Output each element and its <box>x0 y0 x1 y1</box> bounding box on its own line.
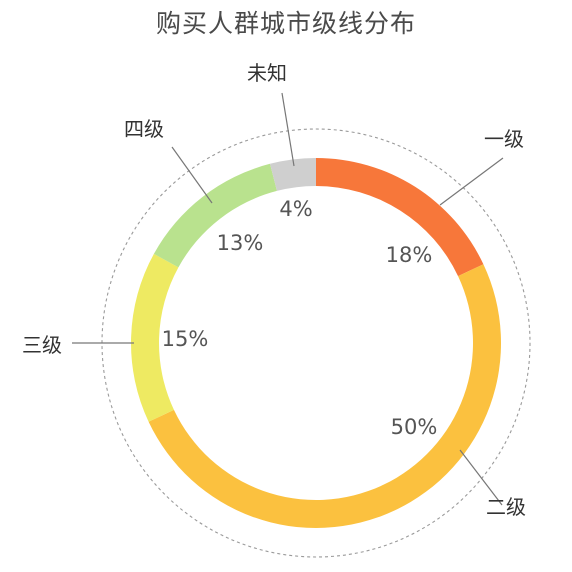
category-label: 二级 <box>486 495 526 519</box>
percent-label: 13% <box>217 231 264 255</box>
category-label: 四级 <box>124 117 164 141</box>
percent-label: 4% <box>279 197 312 221</box>
donut-slice <box>316 158 484 277</box>
category-label: 三级 <box>22 333 62 357</box>
leader-line <box>281 92 295 167</box>
category-label: 一级 <box>484 127 524 151</box>
category-label: 未知 <box>247 61 287 85</box>
donut-slice <box>131 253 179 422</box>
chart-title: 购买人群城市级线分布 <box>155 9 416 38</box>
leader-line <box>459 449 503 506</box>
donut-slice <box>153 163 277 268</box>
percent-label: 18% <box>386 243 433 267</box>
percent-label: 15% <box>162 327 209 351</box>
donut-slice <box>148 264 501 528</box>
leader-line <box>171 146 213 204</box>
donut-slice <box>269 158 316 191</box>
percent-label: 50% <box>391 415 438 439</box>
leader-line <box>439 157 504 206</box>
